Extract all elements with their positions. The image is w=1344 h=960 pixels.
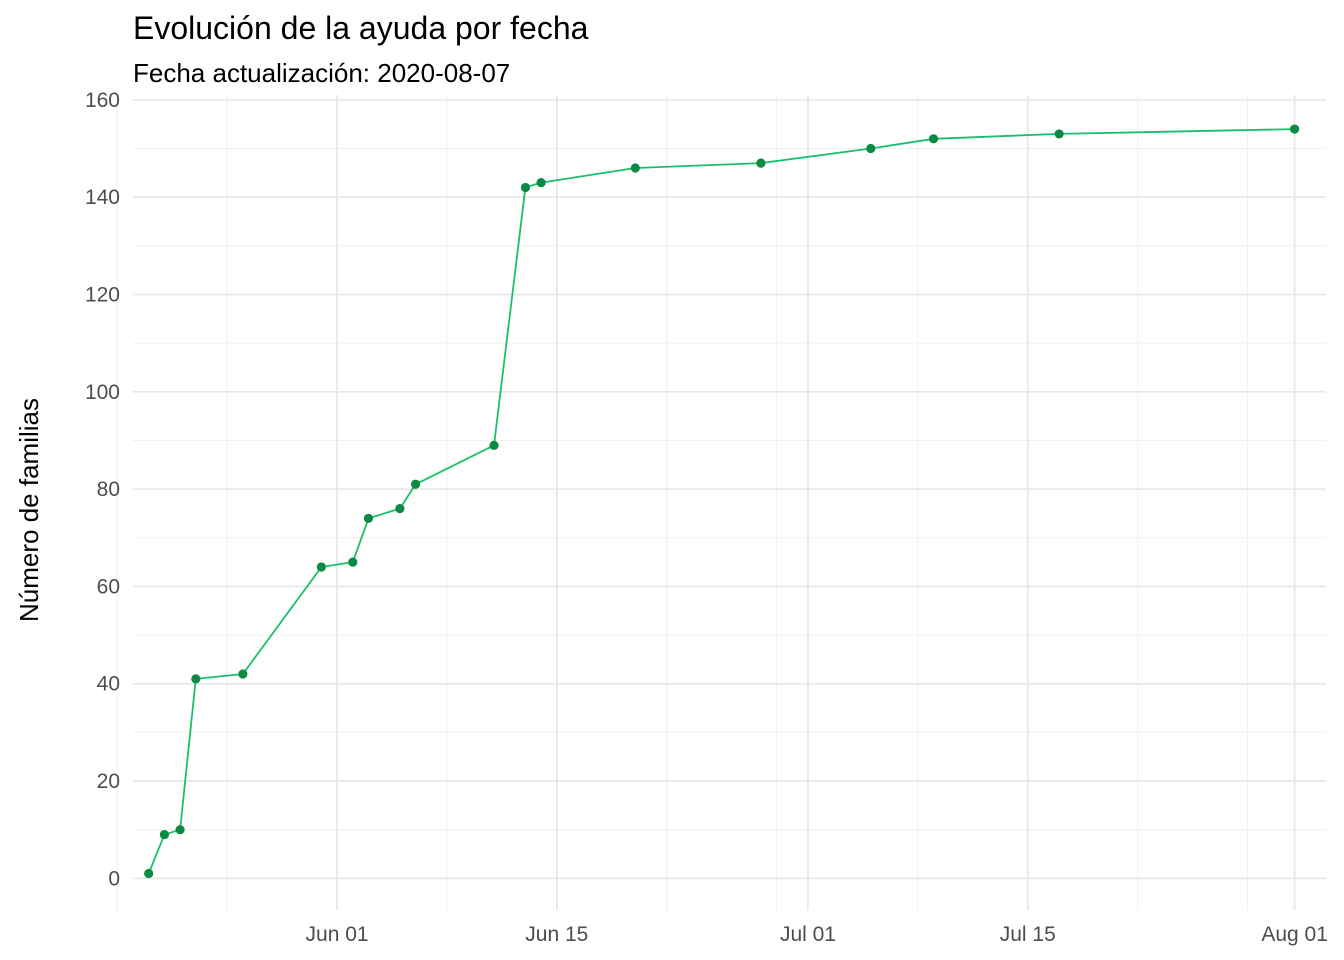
- y-tick-label: 20: [97, 770, 120, 793]
- minor-gridlines-x: [116, 95, 1249, 910]
- x-tick-label: Jun 15: [525, 923, 588, 946]
- data-point: [238, 669, 248, 679]
- y-tick-labels: 0 20 40 60 80 100 120 140 160: [85, 89, 120, 891]
- chart-title: Evolución de la ayuda por fecha: [133, 10, 589, 46]
- data-point: [159, 829, 169, 840]
- data-point: [316, 562, 326, 572]
- data-point: [1290, 124, 1300, 134]
- data-point: [928, 134, 939, 144]
- minor-gridlines-y: [133, 148, 1326, 831]
- y-axis-title: Número de familias: [14, 398, 44, 622]
- data-point: [363, 513, 374, 523]
- data-point: [630, 163, 640, 173]
- chart-subtitle: Fecha actualización: 2020-08-07: [133, 58, 511, 88]
- data-point: [175, 825, 185, 835]
- y-tick-label: 0: [108, 867, 120, 890]
- major-gridlines-x: [336, 95, 1296, 910]
- y-tick-label: 80: [97, 478, 120, 501]
- data-point: [866, 143, 876, 154]
- series-points: [144, 124, 1300, 879]
- x-tick-label: Aug 01: [1261, 923, 1328, 946]
- y-tick-label: 40: [97, 673, 120, 696]
- series-line: [147, 128, 1295, 874]
- y-tick-label: 120: [85, 283, 120, 306]
- data-point: [756, 158, 766, 168]
- data-point: [395, 503, 405, 514]
- y-tick-label: 160: [85, 89, 120, 112]
- x-tick-label: Jun 01: [306, 923, 369, 946]
- x-tick-label: Jul 15: [1000, 923, 1056, 946]
- data-point: [520, 182, 531, 193]
- y-tick-label: 140: [85, 186, 120, 209]
- y-tick-label: 60: [97, 575, 120, 598]
- data-point: [536, 177, 546, 188]
- data-point: [410, 479, 421, 489]
- data-point: [348, 557, 358, 567]
- data-point: [1054, 129, 1064, 139]
- series-lines: [147, 128, 1295, 874]
- y-tick-label: 100: [85, 381, 120, 404]
- x-tick-labels: Jun 01 Jun 15 Jul 01 Jul 15 Aug 01: [306, 923, 1328, 946]
- data-point: [144, 868, 154, 879]
- x-tick-label: Jul 01: [780, 923, 836, 946]
- data-point: [191, 674, 201, 684]
- data-point: [489, 440, 499, 450]
- major-gridlines-y: [133, 99, 1326, 880]
